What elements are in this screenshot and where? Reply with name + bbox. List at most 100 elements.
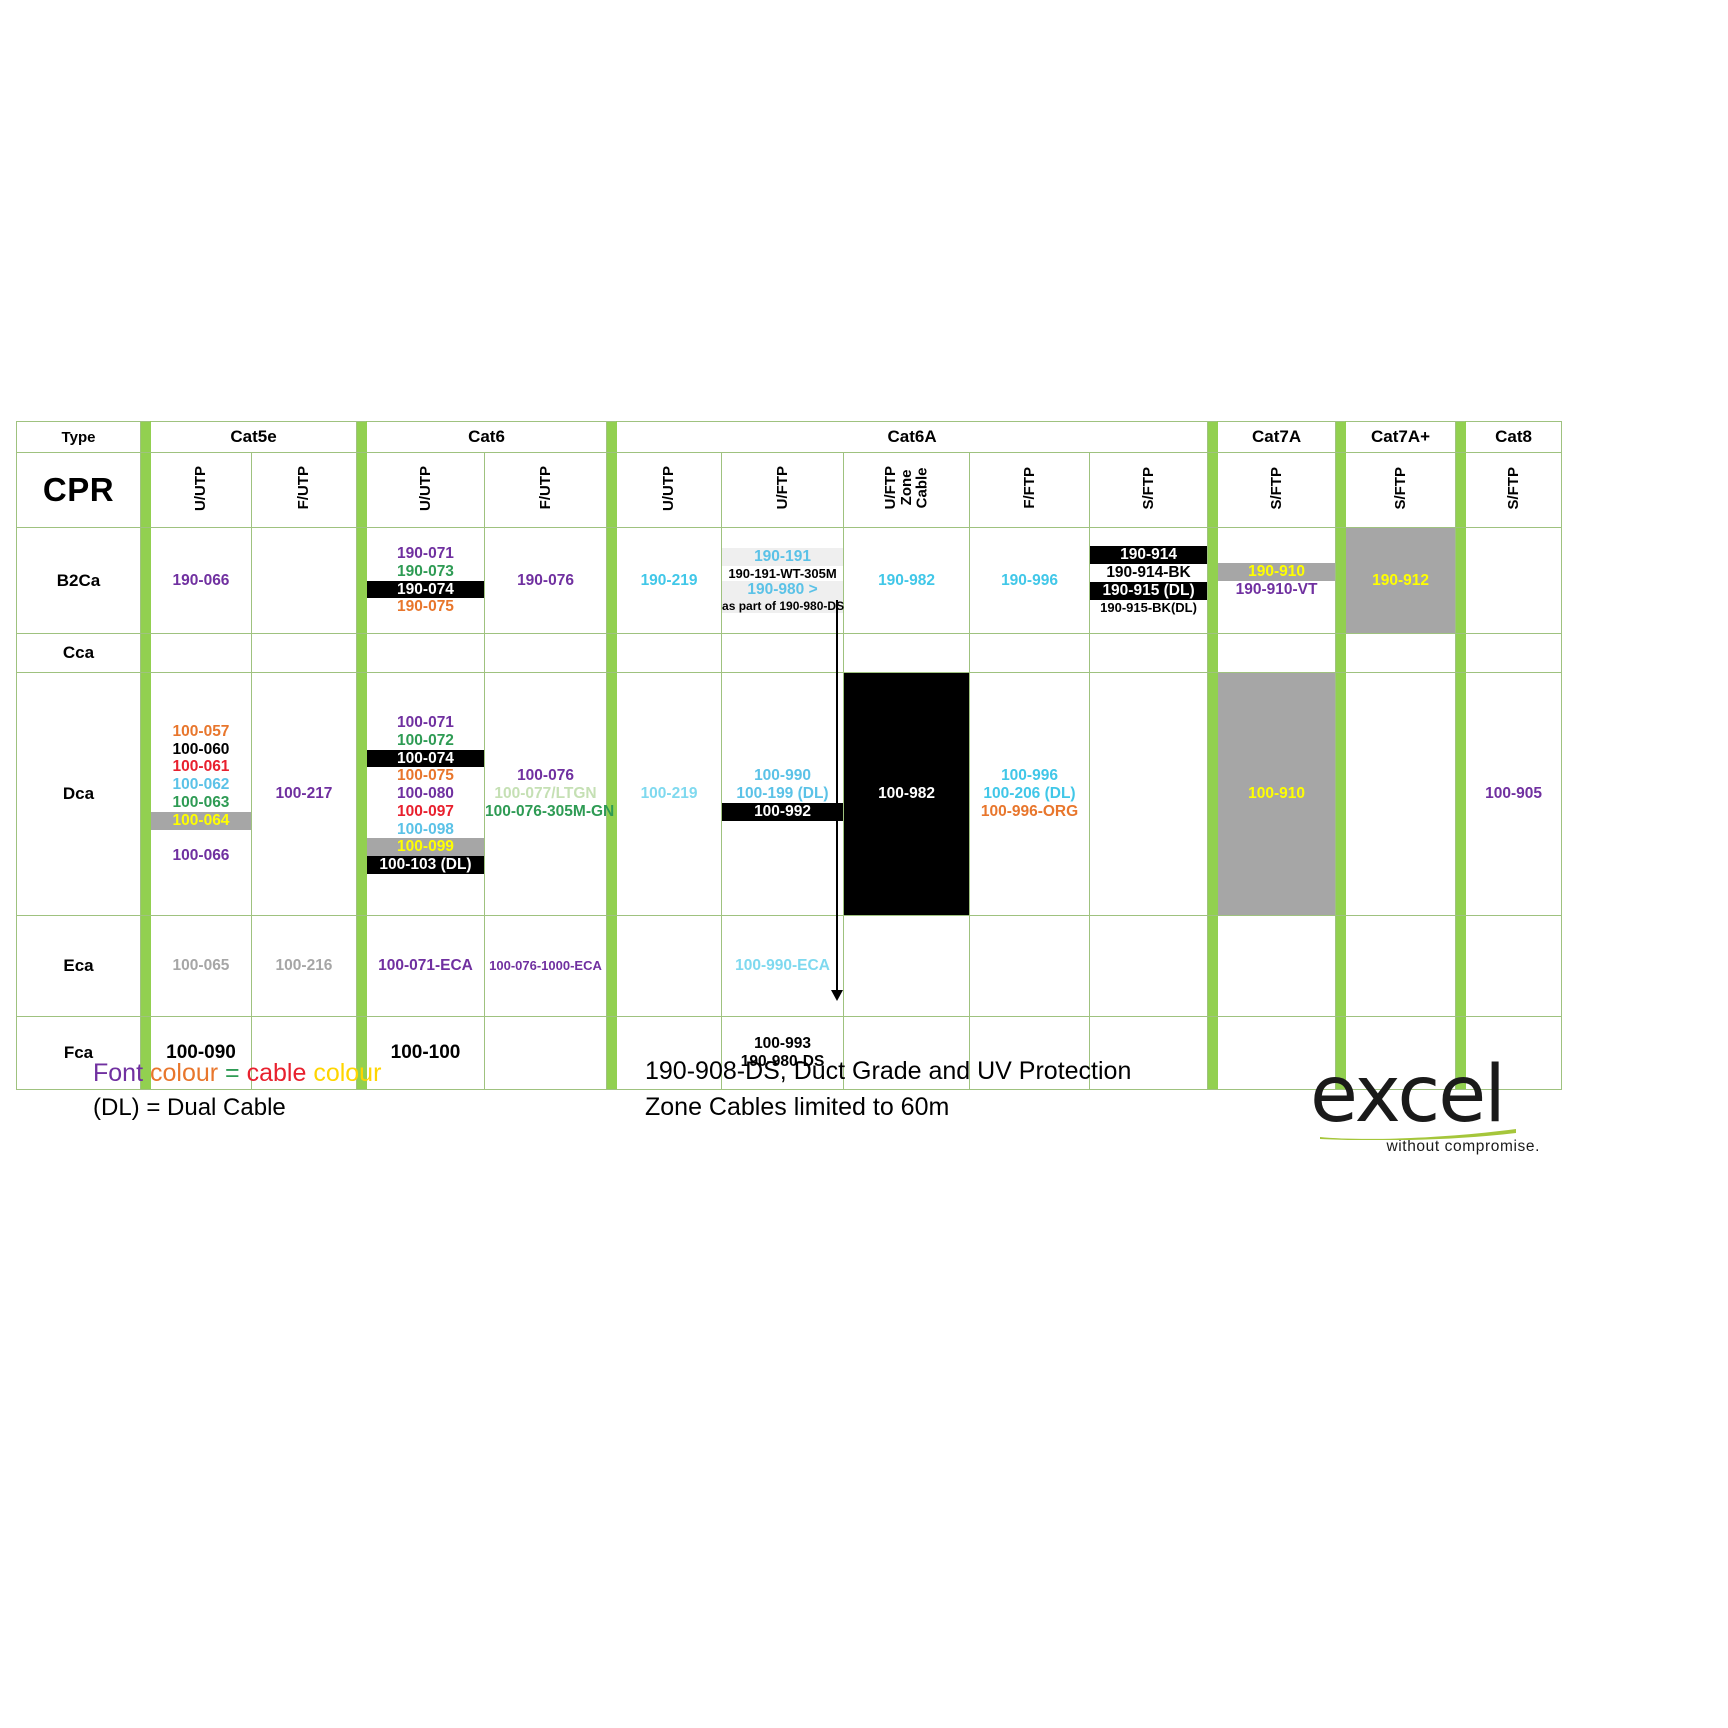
- cell-cca-cat5e-futp[interactable]: [251, 633, 357, 673]
- cell-item[interactable]: 190-910: [1218, 562, 1336, 581]
- cell-item[interactable]: 190-066: [172, 571, 230, 589]
- cell-cca-cat7aplus-sftp[interactable]: [1345, 633, 1457, 673]
- cell-item[interactable]: 190-915-BK(DL): [1100, 599, 1197, 615]
- cell-item[interactable]: 190-980-DS: [740, 1053, 825, 1070]
- cell-b2ca-cat7a-sftp[interactable]: 190-910 190-910-VT: [1217, 527, 1337, 634]
- cell-b2ca-cat5e-futp[interactable]: [251, 527, 357, 634]
- cell-eca-cat6a-sftp[interactable]: [1089, 915, 1209, 1017]
- cell-dca-cat6a-sftp[interactable]: 100-914 100-915 (DL): [1089, 672, 1209, 916]
- cell-fca-cat8-sftp[interactable]: [1465, 1016, 1563, 1090]
- cell-item[interactable]: 100-090: [166, 1042, 236, 1064]
- cell-item[interactable]: 100-199 (DL): [736, 785, 829, 803]
- cell-eca-cat5e-uutp[interactable]: 100-065: [150, 915, 252, 1017]
- cell-item[interactable]: 100-996: [1001, 767, 1058, 785]
- cell-cca-cat6-futp[interactable]: [483, 633, 608, 673]
- cell-item[interactable]: 100-914: [1120, 776, 1177, 794]
- cell-fca-cat6a-uutp[interactable]: [616, 1016, 723, 1090]
- cell-dca-cat6a-uutp[interactable]: 100-219: [616, 672, 723, 916]
- cell-item[interactable]: 190-071: [397, 544, 454, 562]
- cell-item[interactable]: 100-990-ECA: [735, 957, 830, 975]
- cell-item[interactable]: 100-061: [172, 758, 230, 776]
- cell-eca-cat6a-zone[interactable]: [843, 915, 971, 1017]
- cell-fca-cat5e-uutp[interactable]: 100-090: [150, 1016, 252, 1090]
- cell-b2ca-cat6a-uftp[interactable]: 190-191 190-191-WT-305M 190-980 > as part o…: [721, 527, 845, 634]
- cell-item[interactable]: 100-074: [367, 749, 484, 768]
- cell-eca-cat7a-sftp[interactable]: [1217, 915, 1337, 1017]
- cell-item[interactable]: 190-915 (DL): [1090, 581, 1208, 600]
- cell-dca-cat6a-uftp[interactable]: 100-990 100-199 (DL) 100-992: [721, 672, 845, 916]
- cell-item[interactable]: 100-072: [397, 731, 454, 749]
- cell-item[interactable]: 100-062: [172, 776, 230, 794]
- cell-item[interactable]: 100-098: [397, 820, 454, 838]
- cell-dca-cat8-sftp[interactable]: 100-905: [1465, 672, 1563, 916]
- cell-b2ca-cat5e-uutp[interactable]: 190-066: [150, 527, 252, 634]
- cell-fca-cat6-uutp[interactable]: 100-100: [366, 1016, 485, 1090]
- cell-item[interactable]: 190-076: [517, 571, 574, 589]
- cell-item[interactable]: 190-074: [367, 580, 484, 599]
- cell-cca-cat6a-sftp[interactable]: [1089, 633, 1209, 673]
- cell-item[interactable]: 100-905: [1485, 785, 1542, 803]
- cell-item[interactable]: 100-099: [367, 838, 484, 857]
- cell-dca-cat6a-fftp[interactable]: 100-996 100-206 (DL) 100-996-ORG: [969, 672, 1091, 916]
- cell-item[interactable]: 190-075: [397, 598, 454, 616]
- cell-item[interactable]: 190-073: [397, 562, 454, 580]
- cell-item[interactable]: 190-914-BK: [1106, 563, 1191, 581]
- cell-item[interactable]: 190-980 >: [722, 581, 844, 599]
- cell-eca-cat8-sftp[interactable]: [1465, 915, 1563, 1017]
- cell-fca-cat5e-futp[interactable]: [251, 1016, 357, 1090]
- cell-b2ca-cat6a-sftp[interactable]: 190-914 190-914-BK 190-915 (DL) 190-915-BK(…: [1089, 527, 1209, 634]
- cell-b2ca-cat6-futp[interactable]: 190-076: [483, 527, 608, 634]
- cell-item[interactable]: 100-077/LTGN: [494, 785, 597, 803]
- cell-eca-cat6a-uutp[interactable]: [616, 915, 723, 1017]
- cell-item[interactable]: 100-982: [878, 785, 935, 803]
- cell-item[interactable]: 190-191: [722, 547, 844, 566]
- cell-cca-cat8-sftp[interactable]: [1465, 633, 1563, 673]
- cell-fca-cat6a-uftp[interactable]: 100-993 190-980-DS: [721, 1016, 845, 1090]
- cell-item[interactable]: 100-066: [172, 847, 230, 865]
- cell-b2ca-cat7aplus-sftp[interactable]: 190-912: [1345, 527, 1457, 634]
- cell-item[interactable]: 190-219: [640, 571, 698, 589]
- cell-item[interactable]: 100-080: [397, 785, 454, 803]
- cell-item[interactable]: 100-076-305M-GN: [485, 802, 615, 820]
- cell-item[interactable]: 100-071: [397, 713, 454, 731]
- cell-item[interactable]: 190-912: [1372, 571, 1429, 589]
- cell-item[interactable]: as part of 190-980-DS: [722, 598, 845, 614]
- cell-cca-cat6a-fftp[interactable]: [969, 633, 1091, 673]
- cell-b2ca-cat6a-uutp[interactable]: 190-219: [616, 527, 723, 634]
- cell-item[interactable]: 100-993: [754, 1035, 811, 1053]
- cell-b2ca-cat6-uutp[interactable]: 190-071 190-073 190-074 190-075: [366, 527, 485, 634]
- cell-eca-cat6a-fftp[interactable]: [969, 915, 1091, 1017]
- cell-item[interactable]: 100-063: [172, 794, 230, 811]
- cell-item[interactable]: 100-216: [275, 957, 333, 975]
- cell-item[interactable]: 100-100: [390, 1042, 461, 1064]
- cell-item[interactable]: 100-206 (DL): [983, 785, 1076, 803]
- cell-cca-cat6a-uftp[interactable]: [721, 633, 845, 673]
- cell-item[interactable]: 100-103 (DL): [367, 856, 484, 875]
- cell-item[interactable]: 190-996: [1001, 571, 1058, 589]
- cell-b2ca-cat8-sftp[interactable]: [1465, 527, 1563, 634]
- cell-fca-cat7a-sftp[interactable]: [1217, 1016, 1337, 1090]
- cell-item[interactable]: 100-992: [722, 802, 844, 821]
- cell-item[interactable]: 190-910-VT: [1235, 580, 1318, 598]
- cell-eca-cat6a-uftp[interactable]: 100-990-ECA: [721, 915, 845, 1017]
- cell-cca-cat7a-sftp[interactable]: [1217, 633, 1337, 673]
- cell-fca-cat6a-sftp[interactable]: [1089, 1016, 1209, 1090]
- cell-item[interactable]: 100-910: [1248, 785, 1305, 803]
- cell-item[interactable]: 100-057: [172, 722, 230, 740]
- cell-item[interactable]: 190-914: [1090, 546, 1208, 564]
- cell-item[interactable]: 100-076: [517, 767, 574, 785]
- cell-dca-cat5e-uutp[interactable]: 100-057 100-060 100-061 100-062 100-063 100-0…: [150, 672, 252, 916]
- cell-cca-cat6a-uutp[interactable]: [616, 633, 723, 673]
- cell-item[interactable]: 100-064: [151, 811, 251, 830]
- cell-b2ca-cat6a-fftp[interactable]: 190-996: [969, 527, 1091, 634]
- cell-dca-cat6-uutp[interactable]: 100-071 100-072 100-074 100-075 100-080 100-0…: [366, 672, 485, 916]
- cell-item[interactable]: 190-982: [878, 571, 935, 589]
- cell-item[interactable]: 100-060: [172, 740, 230, 758]
- cell-item[interactable]: 100-065: [172, 957, 230, 975]
- cell-eca-cat6-uutp[interactable]: 100-071-ECA: [366, 915, 485, 1017]
- cell-cca-cat6a-zone[interactable]: [843, 633, 971, 673]
- cell-dca-cat7a-sftp[interactable]: 100-910: [1217, 672, 1337, 916]
- cell-eca-cat7aplus-sftp[interactable]: [1345, 915, 1457, 1017]
- cell-item[interactable]: 100-076-1000-ECA: [489, 958, 602, 974]
- cell-item[interactable]: 100-915 (DL): [1102, 794, 1195, 811]
